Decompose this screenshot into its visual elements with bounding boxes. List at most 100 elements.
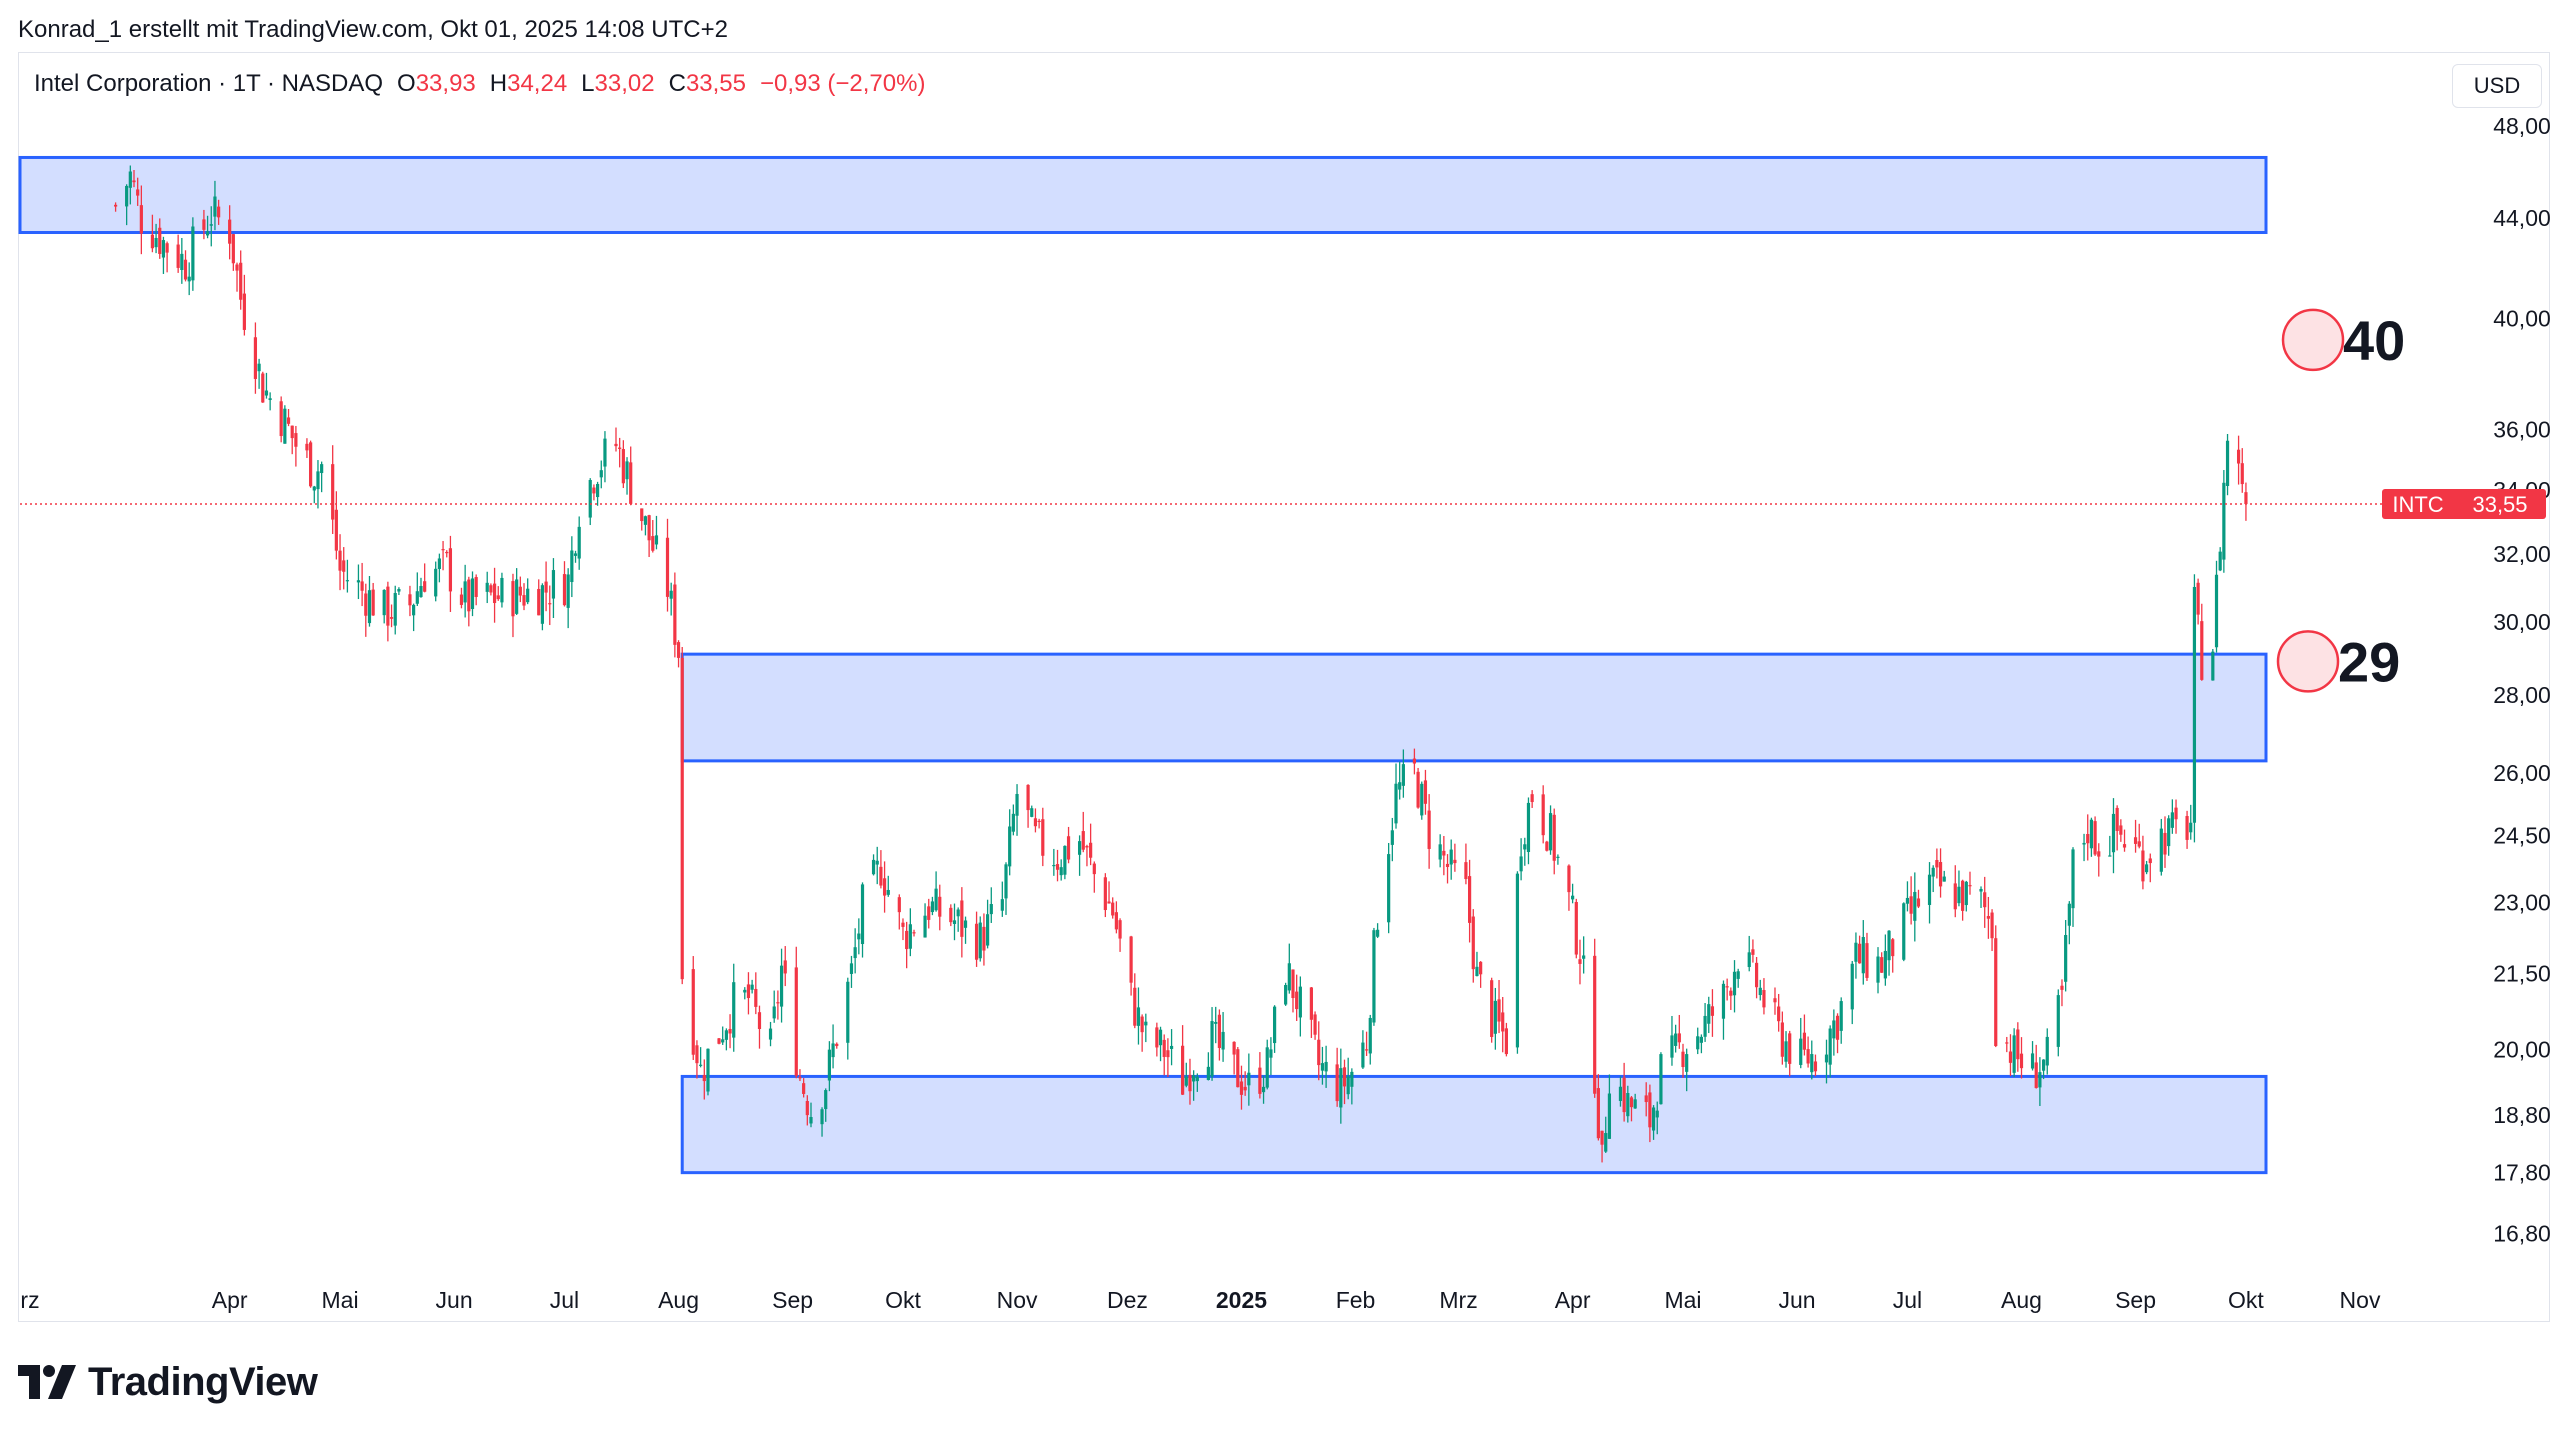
- price-tag-bg: [2382, 489, 2546, 520]
- candle-body: [1239, 1081, 1244, 1095]
- candle-body: [1217, 1014, 1222, 1048]
- candle-body: [1184, 1076, 1188, 1086]
- candle-body: [2082, 842, 2086, 845]
- candle-body: [261, 373, 265, 403]
- currency-button[interactable]: USD: [2452, 64, 2542, 108]
- candle-body: [1784, 1041, 1788, 1062]
- candle-body: [1412, 758, 1417, 764]
- candle-body: [1394, 783, 1398, 824]
- candle-body: [1854, 942, 1858, 962]
- candle-body: [1806, 1049, 1810, 1064]
- candle-body: [1055, 864, 1060, 870]
- candle-body: [728, 1028, 732, 1034]
- candle-body: [963, 920, 968, 928]
- candle-body: [419, 586, 423, 598]
- candle-body: [2041, 1059, 2046, 1071]
- candle-body: [2196, 582, 2200, 615]
- candle-body: [1865, 943, 1869, 978]
- candle-body: [794, 967, 798, 1076]
- y-tick-label: 28,00: [2493, 682, 2551, 708]
- candle-body: [1284, 985, 1288, 1005]
- candle-body: [2034, 1062, 2038, 1088]
- candle-body: [441, 549, 445, 551]
- candle-body: [423, 581, 427, 592]
- open-label: O: [397, 70, 416, 97]
- candle-body: [1758, 987, 1762, 996]
- candle-body: [386, 586, 390, 626]
- tradingview-logo[interactable]: TradingView: [18, 1360, 318, 1405]
- candle-body: [2200, 621, 2204, 680]
- candlestick-chart[interactable]: 48,0044,0040,0036,0034,0032,0030,0028,00…: [0, 0, 2560, 1340]
- candle-body: [1883, 950, 1887, 979]
- candle-body: [1571, 895, 1575, 900]
- candle-body: [1438, 844, 1442, 860]
- candle-body: [128, 171, 132, 188]
- candle-body: [463, 581, 467, 603]
- candle-body: [640, 508, 644, 522]
- candle-body: [1905, 897, 1910, 904]
- candle-body: [515, 579, 519, 614]
- y-tick-label: 44,00: [2493, 205, 2551, 231]
- candle-body: [618, 447, 622, 449]
- tradingview-logo-icon: [18, 1364, 76, 1399]
- candle-body: [2108, 855, 2112, 857]
- candle-body: [986, 914, 990, 946]
- candle-body: [283, 408, 287, 444]
- candle-body: [522, 595, 526, 606]
- candle-body: [908, 924, 912, 949]
- candle-body: [1493, 1000, 1497, 1034]
- candle-body: [1390, 830, 1394, 845]
- candle-body: [1320, 1063, 1325, 1071]
- candle-body: [2115, 807, 2119, 831]
- candle-body: [1133, 987, 1137, 1026]
- candle-body: [1162, 1039, 1166, 1057]
- candle-body: [150, 234, 154, 249]
- candle-body: [1964, 881, 1968, 906]
- candle-body: [1111, 902, 1115, 916]
- candle-body: [680, 657, 684, 980]
- candle-body: [2067, 903, 2071, 926]
- y-tick-label: 17,80: [2493, 1160, 2551, 1186]
- candle-body: [136, 189, 140, 196]
- candle-body: [960, 900, 964, 937]
- candle-body: [309, 442, 313, 487]
- candle-body: [1041, 819, 1045, 856]
- candle-body: [1813, 1061, 1818, 1072]
- candle-body: [1372, 930, 1376, 1023]
- candle-body: [706, 1048, 710, 1092]
- candle-body: [768, 1028, 773, 1040]
- candle-body: [1931, 867, 1935, 877]
- candle-body: [191, 226, 195, 281]
- candle-body: [669, 590, 673, 599]
- candle-body: [1243, 1086, 1247, 1091]
- candle-body: [279, 401, 283, 437]
- candle-body: [1699, 1036, 1703, 1043]
- candle-body: [757, 1012, 762, 1029]
- candle-body: [1953, 883, 1957, 910]
- candle-body: [1295, 991, 1299, 1010]
- candle-body: [1420, 783, 1424, 816]
- candle-body: [643, 516, 648, 525]
- candle-body: [1350, 1071, 1354, 1087]
- candle-body: [1858, 943, 1862, 964]
- candle-body: [1707, 1004, 1711, 1024]
- x-tick-label: Jun: [1779, 1287, 1816, 1313]
- logo-text: TradingView: [88, 1360, 318, 1404]
- candle-body: [912, 932, 916, 934]
- candle-body: [1548, 813, 1553, 851]
- candle-body: [779, 965, 784, 1007]
- y-tick-label: 32,00: [2493, 541, 2551, 567]
- x-tick-label: 2025: [1216, 1287, 1267, 1313]
- candle-body: [2071, 849, 2075, 909]
- candle-body: [1618, 1086, 1623, 1101]
- candle-body: [2163, 832, 2167, 855]
- candle-body: [1155, 1027, 1159, 1048]
- candle-body: [1674, 1033, 1678, 1046]
- candle-body: [1052, 864, 1056, 867]
- candle-body: [824, 1090, 828, 1110]
- candle-body: [1942, 876, 1946, 882]
- candle-body: [2005, 1042, 2009, 1044]
- candle-body: [2008, 1051, 2013, 1063]
- candle-body: [1983, 892, 1987, 908]
- candle-body: [1158, 1029, 1163, 1046]
